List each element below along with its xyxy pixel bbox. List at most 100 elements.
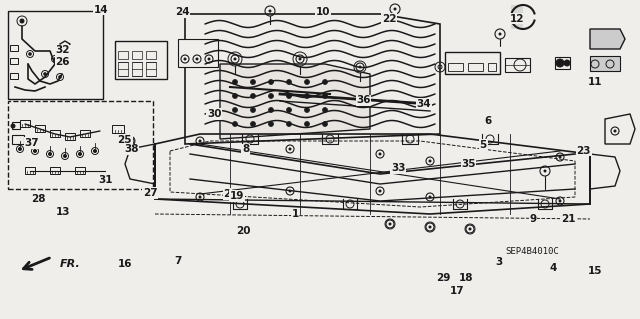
Circle shape	[429, 226, 431, 228]
Circle shape	[559, 199, 561, 203]
Bar	[35, 125, 45, 132]
Bar	[10, 73, 18, 79]
Text: 16: 16	[118, 259, 132, 269]
Text: 15: 15	[588, 265, 602, 276]
Circle shape	[29, 53, 31, 55]
Circle shape	[323, 108, 328, 113]
Bar	[505, 58, 530, 72]
Text: 18: 18	[459, 272, 473, 283]
Bar	[445, 52, 500, 74]
Circle shape	[269, 93, 273, 99]
Circle shape	[11, 124, 15, 128]
Text: 20: 20	[236, 226, 250, 236]
Text: 1: 1	[291, 209, 299, 219]
Bar	[8, 101, 153, 189]
Circle shape	[250, 93, 255, 99]
Text: 29: 29	[436, 272, 451, 283]
Circle shape	[250, 108, 255, 113]
Text: 2: 2	[223, 189, 231, 199]
Bar	[20, 120, 30, 127]
Bar	[146, 51, 156, 59]
Text: 14: 14	[94, 4, 108, 15]
Text: 22: 22	[382, 13, 396, 24]
Text: 28: 28	[31, 194, 45, 204]
Bar	[50, 167, 60, 174]
Circle shape	[195, 57, 198, 61]
Circle shape	[269, 79, 273, 85]
Text: 26: 26	[56, 57, 70, 67]
Bar	[10, 45, 18, 51]
Bar	[10, 58, 18, 64]
Text: 6: 6	[484, 115, 492, 126]
Polygon shape	[220, 64, 370, 139]
Bar	[80, 130, 90, 137]
Circle shape	[269, 10, 271, 12]
Text: 12: 12	[510, 13, 524, 24]
Circle shape	[79, 152, 81, 155]
Circle shape	[59, 76, 61, 78]
Text: 24: 24	[175, 7, 189, 17]
Text: 11: 11	[588, 77, 602, 87]
Circle shape	[429, 160, 431, 162]
Text: 8: 8	[242, 144, 250, 154]
Circle shape	[269, 108, 273, 113]
Bar	[65, 133, 75, 140]
Circle shape	[198, 196, 202, 198]
Text: 36: 36	[356, 95, 371, 106]
Polygon shape	[605, 114, 635, 144]
Bar	[118, 51, 128, 59]
Text: 32: 32	[56, 45, 70, 56]
Text: 21: 21	[561, 213, 575, 224]
Circle shape	[614, 130, 616, 132]
Circle shape	[429, 196, 431, 198]
Circle shape	[468, 227, 472, 231]
Circle shape	[54, 58, 56, 60]
Circle shape	[298, 57, 301, 61]
Text: 33: 33	[391, 163, 405, 174]
Circle shape	[184, 57, 186, 61]
Circle shape	[44, 73, 46, 75]
Circle shape	[232, 108, 237, 113]
Circle shape	[232, 79, 237, 85]
Circle shape	[33, 150, 36, 152]
Bar	[75, 167, 85, 174]
Circle shape	[289, 147, 291, 151]
Circle shape	[232, 93, 237, 99]
Circle shape	[198, 139, 202, 143]
Text: SEP4B4010C: SEP4B4010C	[505, 247, 559, 256]
Bar	[555, 57, 570, 69]
Bar	[178, 39, 218, 67]
Text: 9: 9	[529, 214, 537, 225]
Bar	[8, 11, 103, 99]
Circle shape	[234, 57, 237, 61]
Text: 13: 13	[56, 207, 70, 217]
Bar	[12, 122, 20, 129]
Text: 19: 19	[230, 191, 244, 201]
Text: FR.: FR.	[60, 259, 81, 269]
Circle shape	[305, 93, 310, 99]
Circle shape	[49, 152, 51, 155]
Circle shape	[289, 189, 291, 192]
Circle shape	[287, 93, 291, 99]
Bar	[488, 63, 496, 71]
Bar	[448, 63, 463, 71]
Polygon shape	[590, 29, 625, 49]
Circle shape	[63, 154, 67, 158]
Bar	[132, 51, 142, 59]
Text: 4: 4	[550, 263, 557, 273]
Text: 7: 7	[174, 256, 182, 266]
Circle shape	[559, 155, 561, 159]
Circle shape	[305, 108, 310, 113]
Text: 17: 17	[451, 286, 465, 296]
Circle shape	[287, 108, 291, 113]
Circle shape	[250, 79, 255, 85]
Circle shape	[129, 139, 131, 143]
Circle shape	[323, 122, 328, 127]
Circle shape	[323, 79, 328, 85]
Bar	[146, 62, 156, 76]
Text: 10: 10	[316, 7, 330, 17]
Text: 34: 34	[417, 99, 431, 109]
Circle shape	[543, 169, 547, 173]
Bar	[132, 62, 142, 76]
Bar	[12, 135, 24, 144]
